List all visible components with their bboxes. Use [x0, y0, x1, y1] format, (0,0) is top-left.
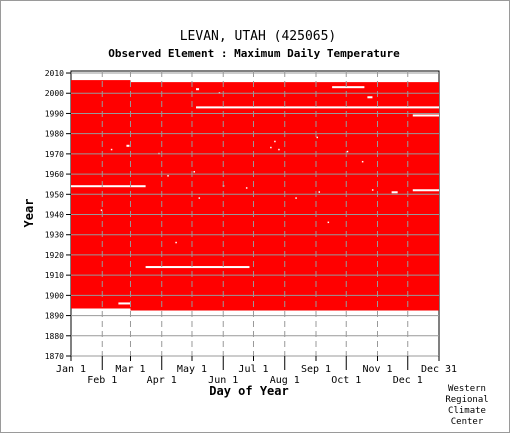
missing-segment	[71, 185, 146, 188]
missing-segment	[367, 96, 373, 99]
y-tick-label: 1980	[45, 130, 64, 139]
missing-day	[245, 187, 248, 189]
y-tick-label: 1900	[45, 291, 64, 300]
y-axis-label: Year	[22, 199, 36, 228]
missing-segment	[412, 189, 439, 192]
y-tick-label: 2010	[45, 69, 64, 78]
missing-segment	[196, 88, 200, 91]
x-tick-label: Nov 1	[362, 364, 392, 375]
missing-segment	[332, 86, 365, 89]
missing-day	[346, 150, 349, 153]
y-tick-label: 1880	[45, 332, 64, 341]
x-tick-label: Oct 1	[331, 375, 361, 386]
x-tick-label: Jul 1	[238, 364, 268, 375]
chart-subtitle: Observed Element : Maximum Daily Tempera…	[108, 47, 400, 60]
missing-day	[198, 197, 201, 199]
credit-line: Center	[450, 417, 484, 427]
missing-day	[193, 171, 196, 173]
missing-day	[361, 160, 364, 163]
x-axis-label: Day of Year	[209, 384, 288, 398]
y-tick-label: 1960	[45, 170, 64, 179]
x-tick-label: Mar 1	[115, 364, 145, 375]
y-tick-label: 1890	[45, 312, 64, 321]
x-tick-label: Dec 31	[421, 364, 457, 375]
ticks-layer: 1870 1880 1890 1900 1910 1920 1930 1940 1950 1960…	[45, 69, 457, 386]
missing-day	[270, 146, 272, 149]
x-tick-label: Apr 1	[147, 375, 177, 386]
chart-title: LEVAN, UTAH (425065)	[180, 29, 337, 44]
missing-day	[318, 191, 321, 193]
missing-segment	[412, 114, 439, 117]
missing-day	[295, 197, 297, 199]
y-tick-label: 1990	[45, 109, 64, 118]
missing-segment	[126, 144, 130, 147]
missing-day	[278, 148, 280, 151]
x-tick-label: Dec 1	[393, 375, 423, 386]
y-tick-label: 1970	[45, 150, 64, 159]
missing-day	[316, 136, 319, 139]
missing-day	[175, 241, 177, 244]
y-tick-label: 1910	[45, 271, 64, 280]
y-tick-label: 1920	[45, 251, 64, 260]
grid-layer	[71, 71, 439, 357]
missing-day	[100, 209, 103, 211]
credit-block: Western Regional Climate Center	[437, 384, 497, 428]
x-tick-label: May 1	[177, 364, 207, 375]
x-tick-label: Jun 1	[208, 375, 238, 386]
credit-line: Regional	[445, 395, 489, 405]
x-tick-label: Feb 1	[87, 375, 117, 386]
y-tick-label: 1930	[45, 231, 64, 240]
credit-line: Climate	[448, 406, 486, 416]
missing-day	[274, 140, 276, 143]
credit-line: Western	[448, 384, 486, 394]
missing-day	[110, 148, 113, 151]
x-tick-label: Sep 1	[301, 364, 331, 375]
missing-day	[371, 189, 374, 191]
missing-day	[327, 221, 330, 224]
x-tick-label: Aug 1	[270, 375, 300, 386]
data-layer	[71, 80, 439, 311]
missing-segment	[196, 106, 439, 109]
y-tick-label: 2000	[45, 89, 64, 98]
x-tick-label: Jan 1	[56, 364, 86, 375]
missing-segment	[391, 191, 398, 194]
missing-day	[167, 175, 169, 177]
y-tick-label: 1950	[45, 190, 64, 199]
missing-segment	[145, 266, 250, 269]
y-tick-label: 1870	[45, 352, 64, 361]
y-tick-label: 1940	[45, 211, 64, 220]
missing-segment	[118, 302, 131, 305]
